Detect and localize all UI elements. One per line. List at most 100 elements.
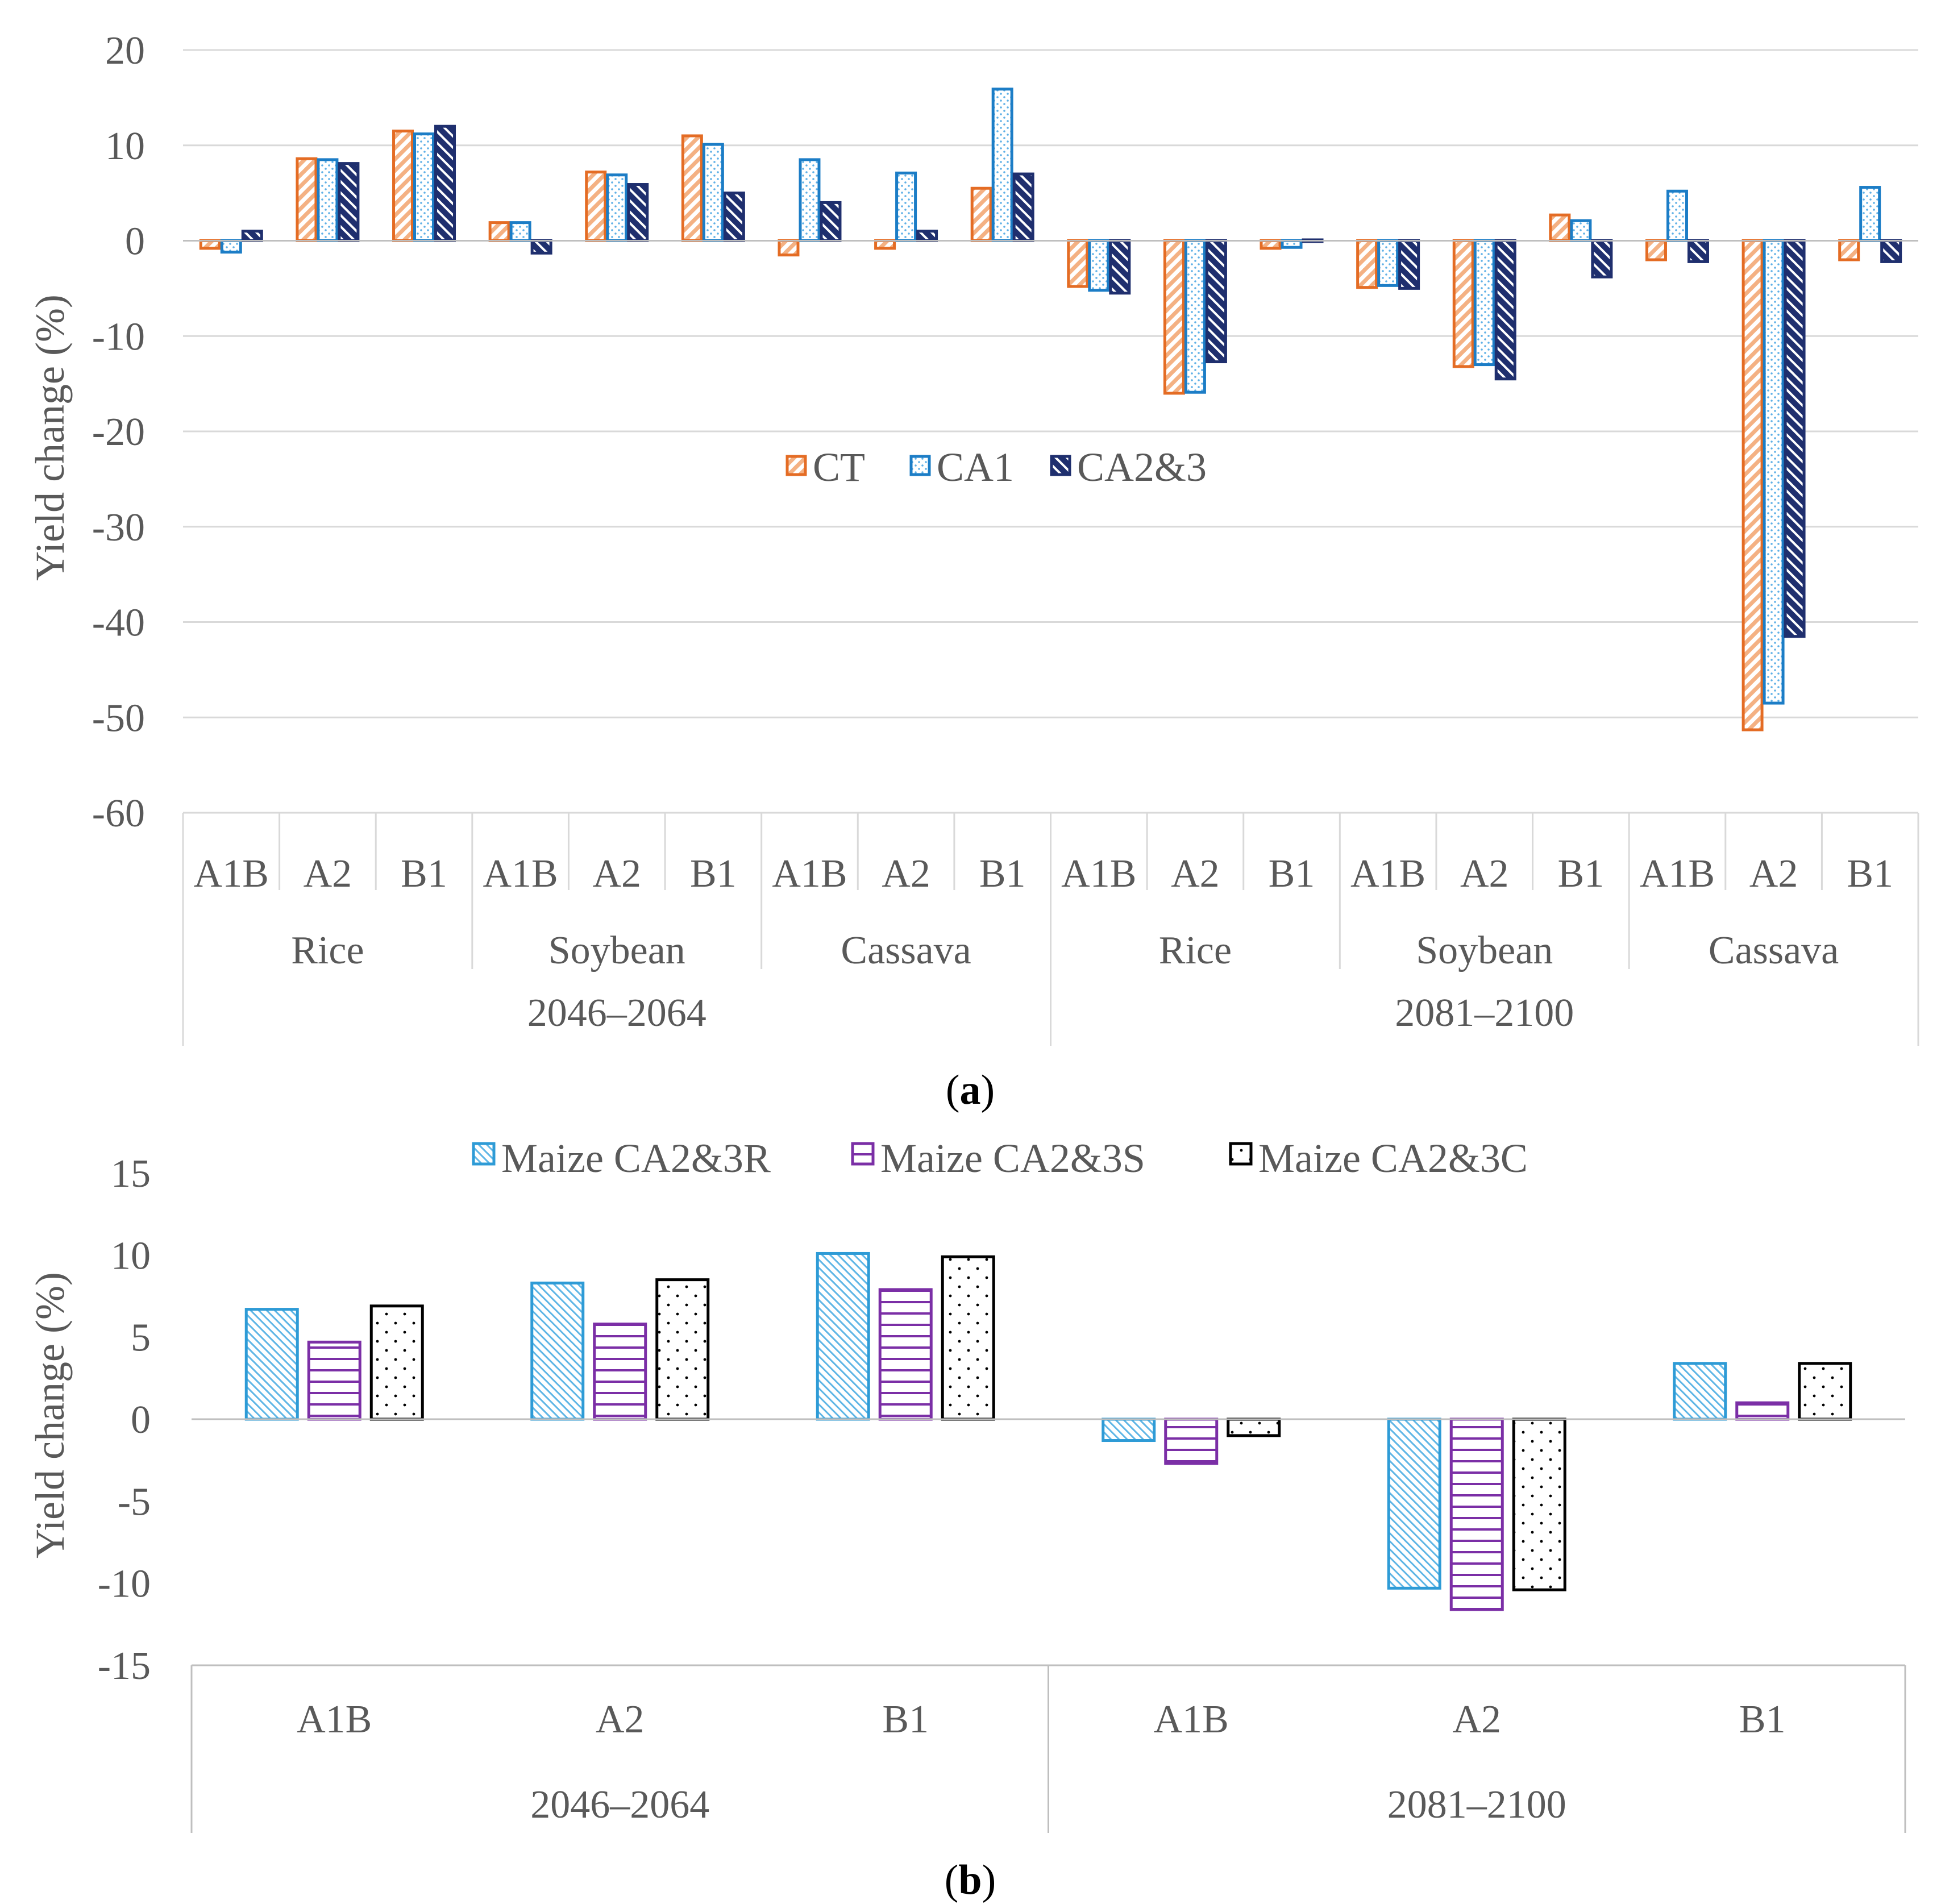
bar-maize-ca23c [1227, 1417, 1281, 1437]
panel-a-scenario-label: B1 [979, 852, 1026, 896]
panel-a-scenario-label: B1 [401, 852, 447, 896]
bar-ca1 [1666, 189, 1688, 242]
panel-a-y-axis-label: Yield change (%) [27, 294, 73, 581]
panel-a-crop-label: Soybean [548, 929, 685, 972]
legend-swatch-maize-c [1229, 1142, 1253, 1166]
legend-swatch-maize-r [472, 1142, 496, 1166]
panel-a-label: (a) [946, 1067, 995, 1113]
bar-maize-ca23s [1449, 1417, 1504, 1611]
panel-b-scenario-label: B1 [882, 1698, 929, 1741]
panel-a-scenario-label: A2 [304, 852, 352, 896]
panel-b: 15 10 5 0 -5 -10 -15 Yield change (%) A1B A2 B1 2… [27, 1136, 1906, 1903]
panel-a-label-letter: a [960, 1067, 981, 1113]
bar-ca1 [509, 221, 531, 243]
bar-ca23 [1591, 239, 1613, 278]
bar-maize-ca23s [307, 1340, 361, 1421]
legend-item-ca1: CA1 [909, 444, 1014, 490]
panel-a-bars [199, 88, 1902, 731]
panel-a-crop-label: Soybean [1416, 929, 1553, 972]
panel-b-y-tick-label: -15 [98, 1644, 151, 1688]
bar-maize-ca23c [655, 1278, 710, 1421]
panel-a-y-tick-label: -40 [92, 601, 145, 645]
panel-b-label-letter: b [958, 1857, 982, 1903]
bar-maize-ca23c [369, 1304, 424, 1421]
bar-maize-ca23c [1512, 1417, 1566, 1591]
legend-item-maize-s: Maize CA2&3S [851, 1136, 1145, 1181]
panel-a-scenario-label: B1 [1558, 852, 1605, 896]
panel-a-y-tick-label: -50 [92, 696, 145, 740]
panel-b-scenario-label: B1 [1739, 1698, 1786, 1741]
bar-ca23 [1109, 239, 1131, 295]
panel-b-scenario-label: A1B [297, 1698, 372, 1741]
bar-ca23 [530, 239, 552, 255]
bar-ct [778, 239, 800, 257]
legend-item-ca23: CA2&3 [1050, 444, 1207, 490]
panel-a-scenario-label: A2 [592, 852, 641, 896]
panel-a-scenario-label: A1B [194, 852, 269, 896]
legend-swatch-maize-s [851, 1142, 875, 1166]
panel-a-scenario-label: A1B [1061, 852, 1136, 896]
bar-ct [1163, 239, 1185, 395]
panel-a-scenario-label: B1 [1847, 852, 1893, 896]
bar-ca23 [1012, 172, 1034, 243]
panel-b-y-tick-label: 0 [131, 1398, 151, 1442]
panel-a: 20 10 0 -10 -20 -30 -40 -50 -60 Yield change (%)… [27, 29, 1919, 1113]
bar-ct [1260, 239, 1282, 250]
bar-ct [199, 239, 221, 250]
panel-a-legend: CT CA1 CA2&3 [785, 444, 1207, 490]
panel-a-scenario-label: A2 [1749, 852, 1798, 896]
bar-maize-ca23s [1164, 1417, 1219, 1465]
panel-b-y-tick-label: 10 [111, 1234, 151, 1278]
panel-b-legend: Maize CA2&3R Maize CA2&3S Maize CA2&3C [472, 1136, 1528, 1181]
bar-ct [1742, 239, 1764, 731]
panel-a-scenario-label: B1 [1269, 852, 1315, 896]
bar-maize-ca23r [1102, 1417, 1156, 1442]
panel-b-y-tick-label: -5 [118, 1480, 151, 1524]
panel-a-crop-label: Rice [291, 929, 364, 972]
bar-ca1 [1377, 239, 1399, 287]
bar-maize-ca23r [1673, 1362, 1727, 1421]
panel-b-y-axis-label: Yield change (%) [27, 1272, 73, 1558]
bar-ca1 [413, 132, 435, 242]
panel-b-bars [244, 1252, 1852, 1611]
panel-b-period-label: 2081–2100 [1387, 1783, 1566, 1827]
panel-a-scenario-label: A2 [1171, 852, 1220, 896]
bar-ca23 [1880, 239, 1902, 263]
panel-b-y-tick-label: 15 [111, 1152, 151, 1196]
bar-ca1 [317, 158, 339, 242]
legend-swatch-ca1 [909, 455, 931, 476]
bar-ct [1549, 213, 1571, 242]
legend-swatch-ct [785, 455, 807, 476]
panel-b-period-label: 2046–2064 [530, 1783, 709, 1827]
bar-ct [585, 171, 607, 242]
panel-a-scenario-label: B1 [690, 852, 737, 896]
panel-a-crop-label: Rice [1159, 929, 1232, 972]
panel-a-y-tick-label: 0 [125, 220, 145, 264]
panel-a-y-tick-label: -60 [92, 792, 145, 835]
bar-ca23 [916, 230, 938, 243]
bar-ca23 [820, 201, 842, 242]
panel-a-scenario-label: A2 [1460, 852, 1509, 896]
legend-label-ct: CT [813, 444, 865, 490]
bar-ca23 [1784, 239, 1806, 638]
legend-item-ct: CT [785, 444, 865, 490]
bar-ct [1452, 239, 1474, 368]
panel-a-y-tick-labels: 20 10 0 -10 -20 -30 -40 -50 -60 [92, 29, 145, 835]
bar-maize-ca23r [244, 1308, 299, 1421]
bar-ct [1645, 239, 1667, 261]
bar-ct [1356, 239, 1378, 289]
bar-ca23 [338, 162, 360, 242]
bar-ca1 [1281, 239, 1303, 249]
bar-maize-ca23c [941, 1255, 995, 1421]
panel-b-y-tick-label: 5 [131, 1316, 151, 1360]
legend-swatch-ca23 [1050, 455, 1071, 476]
bar-ca1 [895, 171, 917, 242]
legend-label-maize-c: Maize CA2&3C [1258, 1136, 1528, 1181]
panel-a-y-tick-label: 10 [105, 124, 145, 168]
legend-label-maize-r: Maize CA2&3R [501, 1136, 771, 1181]
legend-item-maize-r: Maize CA2&3R [472, 1136, 771, 1181]
bar-ca23 [1398, 239, 1420, 290]
panel-b-y-tick-label: -10 [98, 1562, 151, 1606]
